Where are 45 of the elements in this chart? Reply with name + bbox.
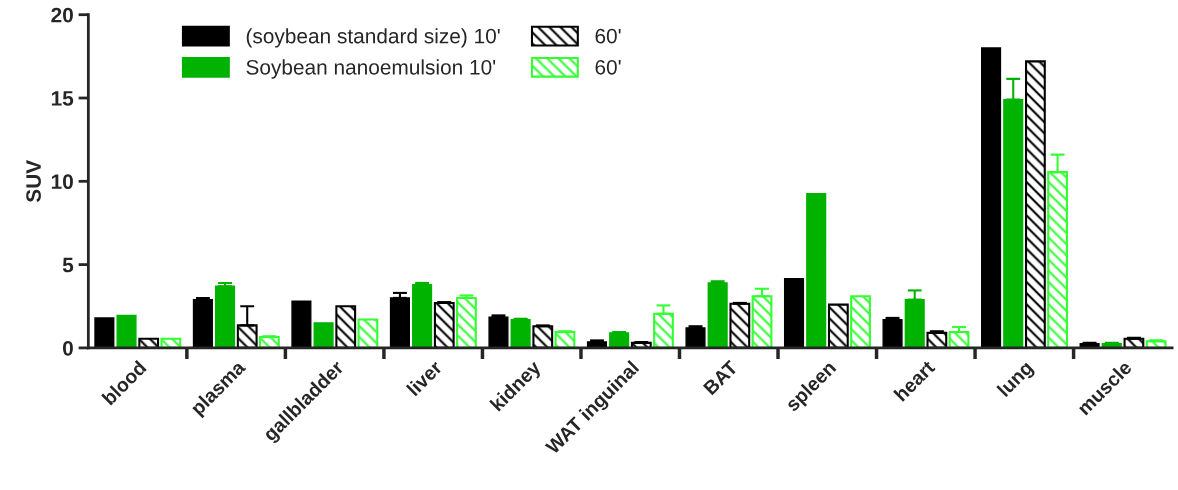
bar: [192, 298, 213, 348]
bar: [653, 312, 674, 348]
legend-label: 60': [595, 28, 621, 44]
bar: [1025, 60, 1046, 348]
legend-label: (soybean standard size) 10': [246, 28, 500, 48]
y-tick-label: 0: [63, 340, 73, 356]
bar: [926, 331, 948, 348]
bar: [850, 295, 871, 348]
bar: [827, 303, 849, 348]
bar: [729, 302, 751, 348]
y-tick-label: 20: [51, 7, 73, 23]
bar: [783, 278, 805, 348]
bar: [138, 337, 160, 348]
bar: [116, 314, 137, 348]
y-tick-label: 10: [51, 174, 73, 190]
bar: [236, 324, 258, 348]
bar: [94, 317, 115, 348]
bar: [882, 318, 903, 348]
bar: [214, 285, 236, 348]
bar: [389, 297, 410, 348]
bar: [1003, 98, 1024, 348]
bar: [412, 283, 433, 348]
bar: [313, 322, 334, 348]
bar: [532, 325, 554, 348]
bar: [1047, 171, 1068, 348]
bar: [981, 47, 1002, 348]
bar: [904, 298, 925, 348]
bar: [456, 296, 477, 348]
bar: [685, 327, 706, 348]
y-tick-label: 15: [51, 91, 74, 106]
bar: [335, 305, 357, 348]
bar: [751, 295, 773, 348]
bar: [357, 318, 379, 348]
y-axis-title: SUV: [26, 160, 41, 203]
bar: [510, 318, 531, 348]
bar: [609, 332, 630, 348]
bar: [433, 301, 455, 348]
bar: [707, 282, 728, 348]
legend-label: Soybean nanoemulsion 10': [246, 59, 496, 79]
bar: [806, 193, 827, 348]
bar: [160, 337, 182, 348]
legend-label: 60': [595, 59, 621, 75]
bar: [291, 300, 312, 348]
y-tick-label: 5: [62, 257, 74, 273]
bar: [488, 316, 509, 348]
